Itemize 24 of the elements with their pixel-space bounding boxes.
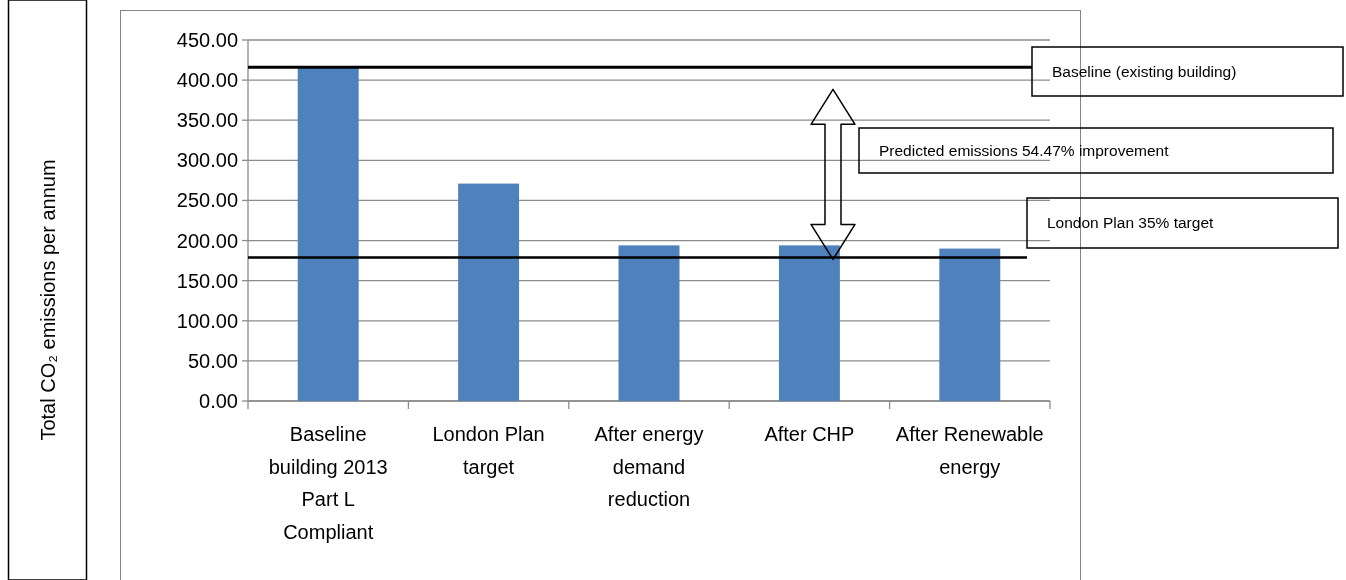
x-tick-label: After CHP (764, 423, 855, 445)
bar (939, 248, 1001, 401)
bar (297, 66, 359, 401)
y-tick-label: 200.00 (176, 229, 238, 252)
y-tick-label: 400.00 (176, 69, 238, 92)
y-tick-label: 350.00 (176, 109, 238, 132)
x-tick-label: After Renewable energy (895, 423, 1044, 478)
x-tick-label: London Plan target (432, 423, 545, 478)
y-tick-label: 150.00 (176, 269, 238, 292)
ref-line-label: Baseline (existing building) (1052, 62, 1237, 80)
bar (778, 245, 840, 401)
bar (458, 183, 520, 401)
text: Total CO₂ emissions per annum (36, 159, 59, 441)
y-tick-label: 300.00 (176, 149, 238, 172)
y-tick-label: 0.00 (199, 390, 238, 412)
x-tick-label: After energy demand reduction (594, 423, 704, 510)
bar (618, 245, 680, 401)
y-tick-label: 100.00 (176, 309, 238, 332)
y-tick-label: 50.00 (187, 349, 238, 372)
y-tick-label: 250.00 (176, 189, 238, 212)
ref-line-label: London Plan 35% target (1047, 214, 1215, 232)
y-tick-label: 450.00 (176, 29, 238, 51)
annotation: Predicted emissions 54.47% improvement (879, 141, 1170, 159)
x-tick-label: Baseline building 2013 Part L Compliant (268, 423, 388, 543)
